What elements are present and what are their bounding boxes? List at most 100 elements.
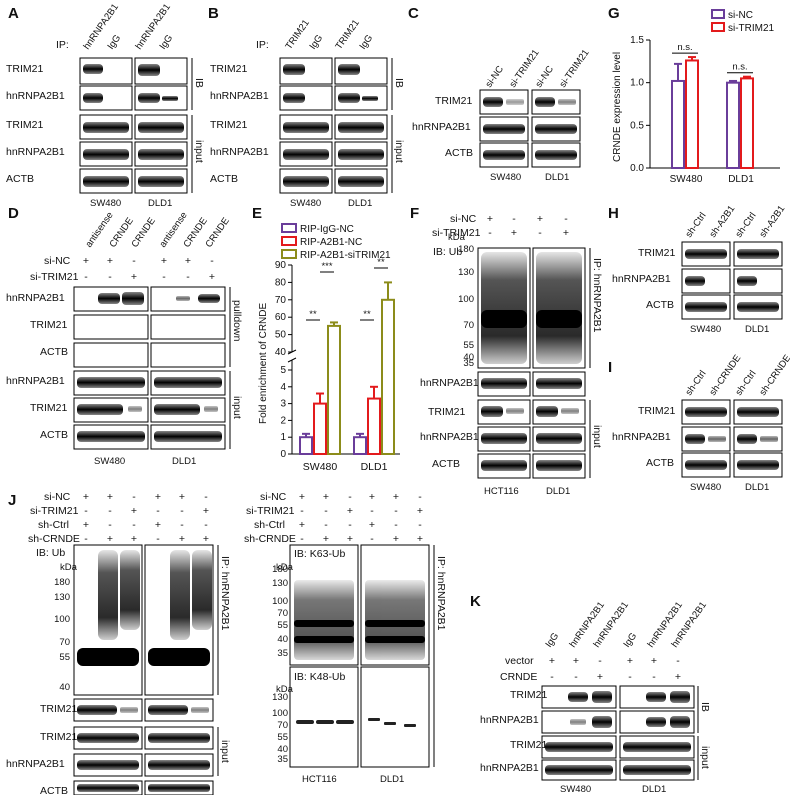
cell-line: DLD1 bbox=[745, 482, 769, 493]
marker-label: 55 bbox=[277, 732, 288, 743]
sign: - bbox=[418, 519, 422, 531]
panel-C: C si-NC si-TRIM21 si-NC si-TRIM21 TRIM21… bbox=[408, 5, 592, 183]
panel-I: I sh-Ctrl sh-CRNDE sh-Ctrl sh-CRNDE TRIM… bbox=[608, 353, 790, 493]
legend-label: si-NC bbox=[728, 10, 753, 21]
marker-label: 40 bbox=[277, 744, 288, 755]
sign: + bbox=[131, 505, 137, 517]
legend-swatch bbox=[711, 22, 725, 32]
panel-G: G 0.0 0.5 1.0 1.5 CRNDE expression level SW48… bbox=[608, 5, 780, 185]
marker-label: 40 bbox=[277, 634, 288, 645]
y-axis-label: Fold enrichment of CRNDE bbox=[258, 303, 269, 424]
sign: - bbox=[84, 533, 88, 545]
y-tick-label: 3 bbox=[280, 399, 286, 410]
row-label: TRIM21 bbox=[30, 319, 68, 331]
sign: - bbox=[652, 671, 656, 683]
bar bbox=[685, 59, 699, 169]
bar bbox=[299, 436, 313, 456]
sign: + bbox=[203, 533, 209, 545]
sign: + bbox=[369, 491, 375, 503]
lane-label: IgG bbox=[105, 33, 123, 52]
row-label: hnRNPA2B1 bbox=[6, 758, 65, 770]
side-label-ip: IP: hnRNPA2B1 bbox=[219, 556, 231, 631]
sign: + bbox=[369, 519, 375, 531]
panel-letter-D: D bbox=[8, 205, 19, 222]
chart-E: 0 1 2 3 4 5 40 50 60 70 80 90 Fold enrichment of CRN… bbox=[258, 223, 400, 473]
marker-label: 55 bbox=[277, 620, 288, 631]
bar bbox=[740, 77, 754, 169]
y-tick-label: 4 bbox=[280, 382, 286, 393]
kda-label: kDa bbox=[448, 232, 466, 243]
condition-label: sh-CRNDE bbox=[28, 533, 80, 545]
panel-letter-E: E bbox=[252, 205, 262, 222]
cell-line: DLD1 bbox=[148, 198, 172, 209]
y-axis-label: CRNDE expression level bbox=[612, 52, 623, 162]
panel-letter-C: C bbox=[408, 5, 419, 22]
sign-grid: + + - + + - - - + - - + + - - + - - - + + - + + bbox=[83, 491, 209, 545]
row-label: hnRNPA2B1 bbox=[6, 292, 65, 304]
marker-label: 35 bbox=[463, 358, 474, 369]
sign: - bbox=[132, 491, 136, 503]
sign: + bbox=[299, 491, 305, 503]
panel-letter-K: K bbox=[470, 593, 481, 610]
y-tick-label: 2 bbox=[280, 415, 286, 426]
marker-label: 55 bbox=[463, 340, 474, 351]
cell-line: DLD1 bbox=[642, 784, 666, 795]
marker-label: 70 bbox=[59, 637, 70, 648]
row-label: hnRNPA2B1 bbox=[6, 90, 65, 102]
ib-label: IB: K48-Ub bbox=[294, 671, 346, 683]
condition-label: si-TRIM21 bbox=[30, 505, 79, 517]
condition-label: si-TRIM21 bbox=[432, 227, 481, 239]
y-tick-label: 50 bbox=[275, 330, 287, 341]
lane-label: sh-A2B1 bbox=[707, 204, 737, 240]
side-label-ip: IP: hnRNPA2B1 bbox=[435, 556, 447, 631]
side-label-ib: IB bbox=[193, 78, 205, 88]
sign: + bbox=[107, 533, 113, 545]
row-label: TRIM21 bbox=[510, 689, 548, 701]
lane-label: si-NC bbox=[483, 64, 506, 90]
sign-grid: + + - + + - - - + - - + + - - + - - - + + - + + bbox=[299, 491, 423, 545]
sign: - bbox=[394, 505, 398, 517]
marker-label: 100 bbox=[272, 596, 288, 607]
row-label: hnRNPA2B1 bbox=[480, 762, 539, 774]
ib-label: IB: Ub bbox=[433, 246, 462, 258]
cell-line: DLD1 bbox=[745, 324, 769, 335]
sig-label: n.s. bbox=[732, 62, 747, 73]
row-label: TRIM21 bbox=[638, 247, 676, 259]
bar bbox=[327, 324, 341, 455]
sign: + bbox=[155, 519, 161, 531]
y-tick-label: 40 bbox=[275, 347, 287, 358]
condition-label: CRNDE bbox=[500, 671, 537, 683]
cell-line: SW480 bbox=[690, 482, 721, 493]
sign: - bbox=[348, 491, 352, 503]
condition-label: sh-Ctrl bbox=[38, 519, 69, 531]
sign: + bbox=[675, 671, 681, 683]
marker-label: 70 bbox=[277, 608, 288, 619]
sign: + bbox=[131, 271, 137, 283]
y-tick-label: 1.5 bbox=[630, 35, 644, 46]
marker-label: 35 bbox=[277, 648, 288, 659]
legend-swatch bbox=[711, 9, 725, 19]
sign: - bbox=[108, 519, 112, 531]
x-tick-label: DLD1 bbox=[728, 174, 754, 185]
sign: - bbox=[156, 505, 160, 517]
cell-line: SW480 bbox=[690, 324, 721, 335]
panel-D: D antisense CRNDE CRNDE antisense CRNDE … bbox=[6, 205, 243, 467]
sign: - bbox=[300, 533, 304, 545]
row-label: TRIM21 bbox=[6, 63, 44, 75]
sign: - bbox=[108, 505, 112, 517]
side-label-ip: IP: hnRNPA2B1 bbox=[591, 258, 603, 333]
row-label: ACTB bbox=[40, 785, 68, 795]
marker-label: 40 bbox=[463, 352, 474, 363]
marker-label: 35 bbox=[277, 754, 288, 765]
sign: - bbox=[512, 213, 516, 225]
marker-label: 70 bbox=[463, 320, 474, 331]
x-tick-label: SW480 bbox=[303, 461, 338, 473]
row-label: hnRNPA2B1 bbox=[210, 146, 269, 158]
row-label: ACTB bbox=[40, 346, 68, 358]
legend-swatch bbox=[281, 223, 297, 233]
y-tick-label: 1 bbox=[280, 432, 286, 443]
